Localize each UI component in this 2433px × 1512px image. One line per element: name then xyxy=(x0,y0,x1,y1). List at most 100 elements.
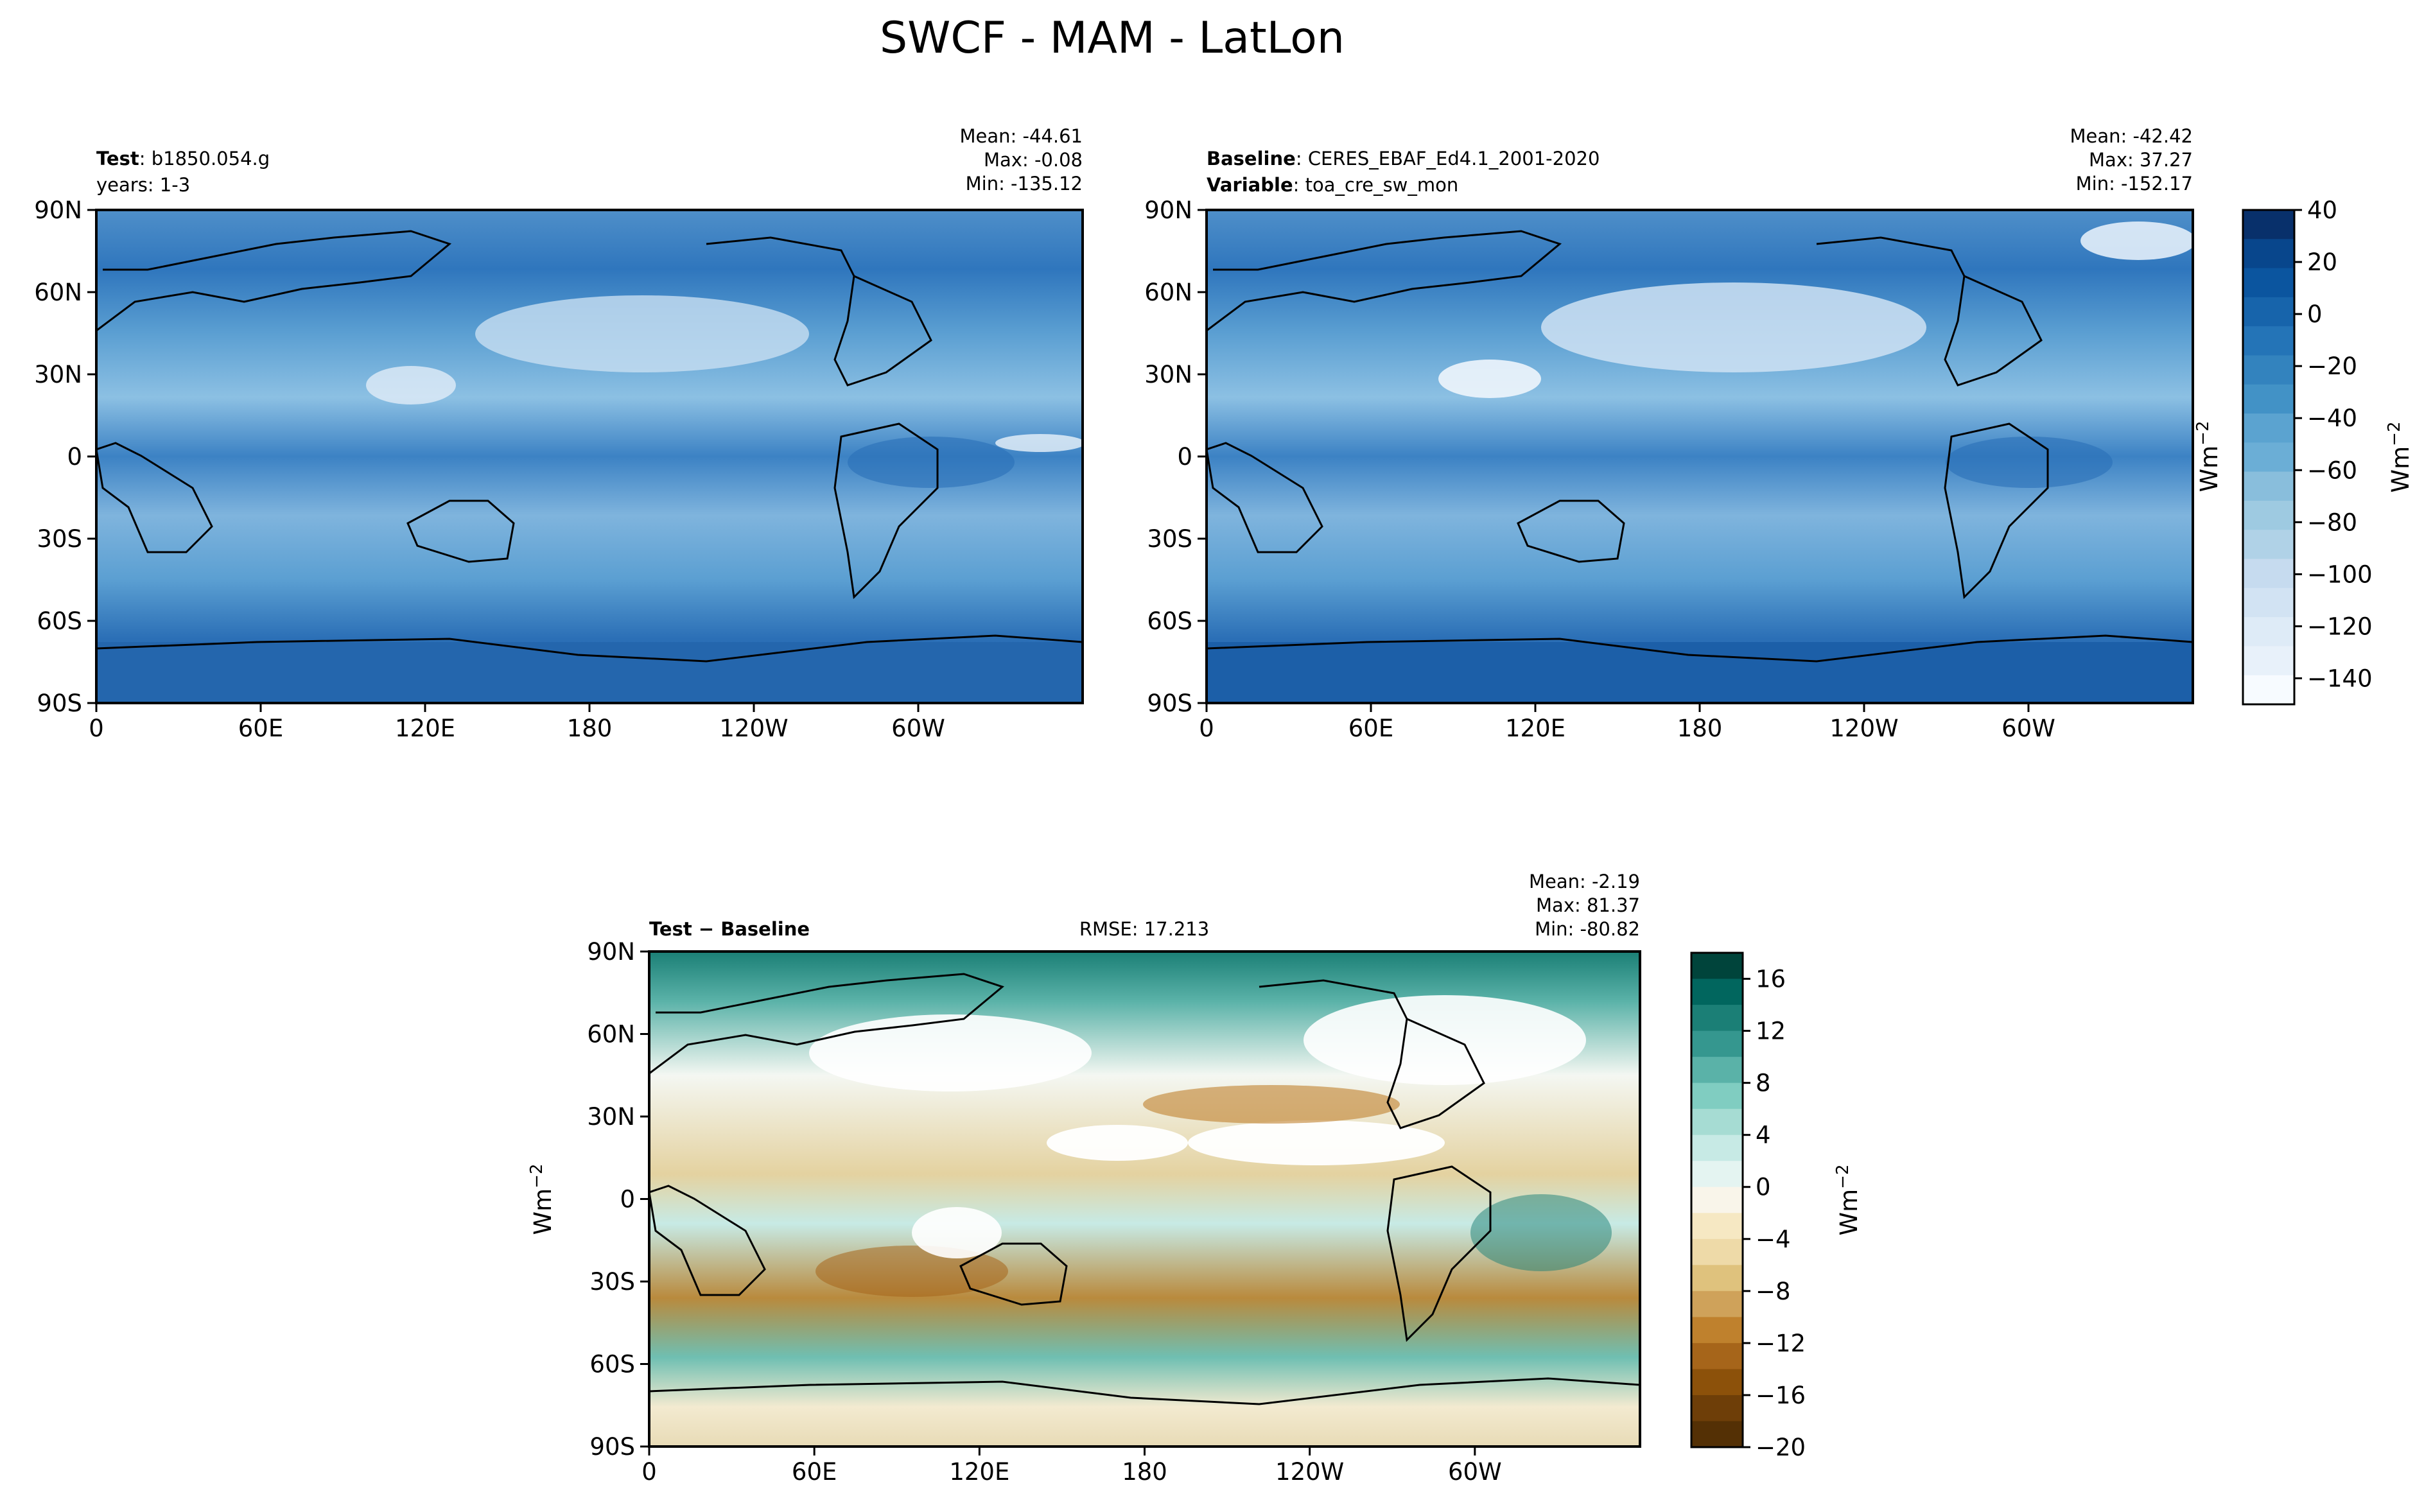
diff-colorbar-segment xyxy=(1691,1161,1743,1188)
diff-colorbar-segment xyxy=(1691,1213,1743,1240)
main-colorbar-tick-label: −120 xyxy=(2307,613,2373,640)
diff-colorbar-tick-label: 12 xyxy=(1756,1018,1786,1045)
diff-coastlines xyxy=(649,973,1640,1405)
test-xtick-label: 180 xyxy=(567,715,613,742)
diff-colorbar-segment xyxy=(1691,1395,1743,1422)
main-colorbar-frame xyxy=(2242,209,2296,706)
diff-colorbar-segment xyxy=(1691,1369,1743,1396)
diff-colorbar-segment xyxy=(1691,1317,1743,1344)
diff-xtick-label: 120E xyxy=(949,1458,1009,1486)
main-colorbar-segment xyxy=(2243,587,2294,618)
main-colorbar-segment xyxy=(2243,210,2294,239)
baseline-xtick-label: 180 xyxy=(1677,715,1723,742)
test-xtick-label: 60E xyxy=(238,715,283,742)
main-colorbar-segment xyxy=(2243,617,2294,647)
main-colorbar-tick-label: −20 xyxy=(2307,352,2357,380)
baseline-xtick-label: 0 xyxy=(1199,715,1214,742)
baseline-map-field xyxy=(1207,210,2193,703)
baseline-ytick-label: 30N xyxy=(1144,361,1192,388)
diff-colorbar-tick-label: −20 xyxy=(1756,1434,1806,1461)
diff-colorbar-segment xyxy=(1691,1057,1743,1084)
baseline-coastlines xyxy=(1207,230,2193,663)
diff-colorbar-segment xyxy=(1691,978,1743,1005)
diff-stat-mean: Mean: -2.19 xyxy=(1529,871,1640,892)
test-ytick-label: 30N xyxy=(34,361,82,388)
main-colorbar-segment xyxy=(2243,239,2294,269)
diff-colorbar-segment xyxy=(1691,1290,1743,1317)
main-colorbar-segment xyxy=(2243,675,2294,705)
main-colorbar-tick-label: −60 xyxy=(2307,456,2357,484)
diff-colorbar-segment xyxy=(1691,1265,1743,1292)
diff-stat-min: Min: -80.82 xyxy=(1535,918,1640,940)
main-colorbar-segment xyxy=(2243,530,2294,560)
main-colorbar-segment xyxy=(2243,355,2294,385)
baseline-axes: 0 60E 120E 180 120W 60W 90N 60N 30N 0 30S 60S 90S Wm−… xyxy=(1144,196,2223,742)
baseline-variable-bold: Variable xyxy=(1207,174,1293,196)
main-colorbar-tick-label: 0 xyxy=(2307,300,2323,328)
diff-ytick-label: 30S xyxy=(589,1268,635,1296)
diff-colorbar-tick-label: 16 xyxy=(1756,966,1786,993)
diff-xtick-label: 0 xyxy=(641,1458,657,1486)
baseline-stat-min: Min: -152.17 xyxy=(2076,173,2193,195)
test-xtick-label: 60W xyxy=(891,715,945,742)
diff-rmse: RMSE: 17.213 xyxy=(1079,918,1209,940)
diff-stat-max: Max: 81.37 xyxy=(1536,894,1640,916)
diff-axes: 0 60E 120E 180 120W 60W 90N 60N 30N 0 30S 60S 90S Wm−… xyxy=(527,938,1502,1486)
diff-colorbar-frame xyxy=(1690,952,1744,1448)
baseline-ytick-label: 90N xyxy=(1144,196,1192,224)
test-ytick-label: 30S xyxy=(37,525,82,553)
main-colorbar-segment xyxy=(2243,442,2294,473)
diff-colorbar-segment xyxy=(1691,1238,1743,1265)
diff-xtick-label: 60E xyxy=(792,1458,837,1486)
diff-colorbar-segment xyxy=(1691,1030,1743,1057)
main-colorbar-segment xyxy=(2243,559,2294,589)
diff-colorbar-segment xyxy=(1691,953,1743,980)
main-colorbar-segment xyxy=(2243,384,2294,414)
baseline-variable-name: toa_cre_sw_mon xyxy=(1305,174,1459,196)
test-axes: 0 60E 120E 180 120W 60W 90N 60N 30N 0 30S 60S 90S xyxy=(34,196,945,742)
diff-colorbar-units: Wm−2 xyxy=(1833,1165,1863,1236)
diff-colorbar-segment xyxy=(1691,1421,1743,1448)
diff-colorbar-segment xyxy=(1691,1005,1743,1032)
diff-label: Test − Baseline xyxy=(649,918,810,940)
test-ytick-label: 90N xyxy=(34,196,82,224)
diff-colorbar-segment xyxy=(1691,1109,1743,1136)
test-years: years: 1-3 xyxy=(96,174,190,196)
diff-panel: Test − Baseline RMSE: 17.213 Mean: -2.19… xyxy=(527,871,1641,1486)
main-colorbar-segment xyxy=(2243,297,2294,327)
baseline-units-label: Wm−2 xyxy=(2193,421,2223,492)
test-ytick-label: 60S xyxy=(37,607,82,635)
main-colorbar-tick-label: −80 xyxy=(2307,508,2357,536)
main-colorbar-tick-label: −100 xyxy=(2307,560,2373,588)
main-colorbar-segment xyxy=(2243,471,2294,501)
baseline-label: Baseline: CERES_EBAF_Ed4.1_2001-2020 xyxy=(1207,148,1600,169)
baseline-xtick-label: 60E xyxy=(1348,715,1393,742)
baseline-ytick-label: 60N xyxy=(1144,279,1192,306)
main-colorbar-tick-label: −140 xyxy=(2307,665,2373,692)
diff-colorbar-tick-label: −4 xyxy=(1756,1226,1791,1253)
main-colorbar: 40 20 0 −20 −40 −60 −80 −100 −120 −140 Wm−2 xyxy=(2242,196,2414,706)
main-colorbar-segment xyxy=(2243,326,2294,356)
baseline-xtick-label: 120E xyxy=(1505,715,1565,742)
diff-colorbar-segment xyxy=(1691,1343,1743,1370)
test-label-bold: Test xyxy=(96,148,139,169)
main-colorbar-tick-label: 20 xyxy=(2307,248,2337,276)
main-colorbar-tick-label: −40 xyxy=(2307,404,2357,432)
diff-map-field xyxy=(649,952,1640,1447)
test-xtick-label: 120E xyxy=(395,715,455,742)
diff-ytick-label: 60S xyxy=(589,1351,635,1378)
diff-xtick-label: 180 xyxy=(1122,1458,1167,1486)
main-colorbar-segment xyxy=(2243,268,2294,298)
diff-colorbar-tick-label: 4 xyxy=(1756,1122,1771,1149)
diff-left-units-label: Wm−2 xyxy=(527,1164,557,1235)
baseline-variable: Variable: toa_cre_sw_mon xyxy=(1207,174,1458,196)
test-panel: Test: b1850.054.g years: 1-3 Mean: -44.6… xyxy=(34,125,1084,742)
diff-ytick-label: 30N xyxy=(587,1103,635,1131)
baseline-stat-mean: Mean: -42.42 xyxy=(2070,125,2193,147)
diff-colorbar-tick-label: 0 xyxy=(1756,1174,1771,1201)
diff-ytick-label: 90S xyxy=(589,1433,635,1461)
test-xtick-label: 0 xyxy=(89,715,104,742)
baseline-stat-max: Max: 37.27 xyxy=(2089,149,2193,171)
test-stat-min: Min: -135.12 xyxy=(966,173,1083,195)
